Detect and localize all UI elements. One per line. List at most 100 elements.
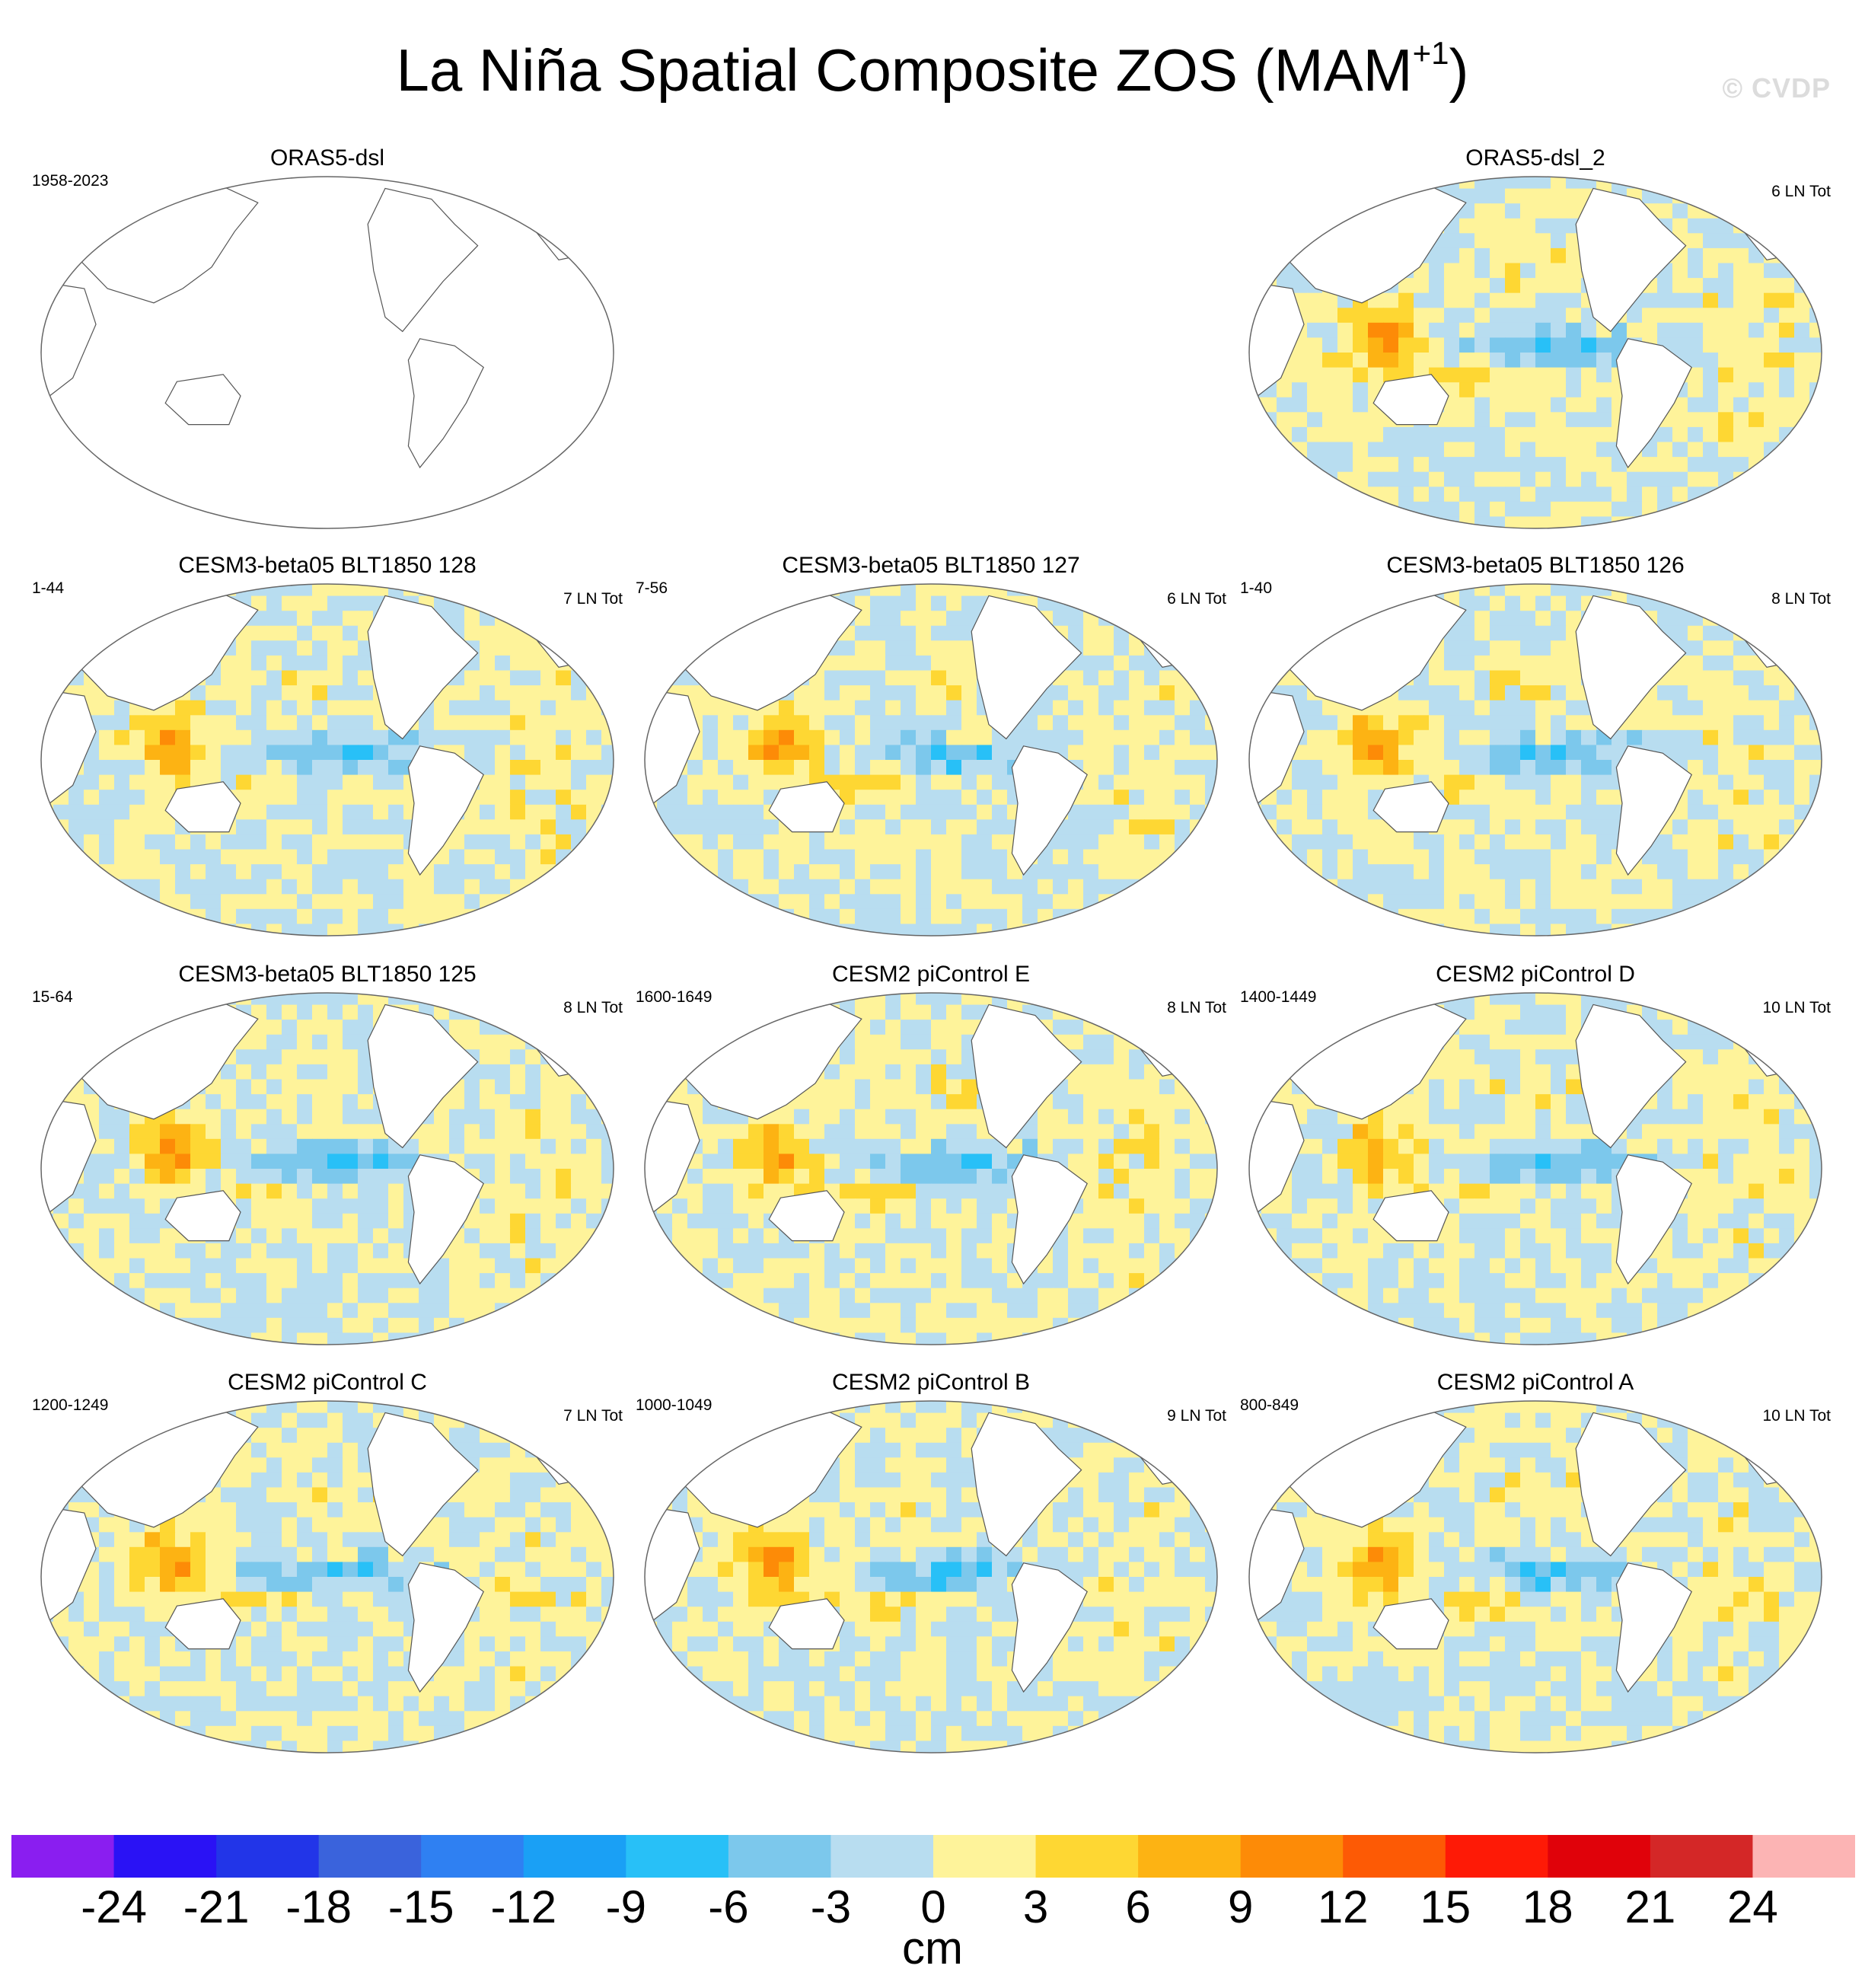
heat-cell — [961, 1109, 977, 1125]
heat-cell — [266, 670, 282, 686]
heat-cell — [1718, 819, 1734, 835]
heat-cell — [449, 584, 465, 597]
heat-cell — [1459, 278, 1475, 294]
heat-cell — [556, 924, 572, 936]
heat-cell — [129, 1288, 145, 1304]
heat-cell — [312, 1258, 328, 1274]
heat-cell — [206, 700, 222, 716]
heat-cell — [1809, 188, 1822, 204]
heat-cell — [495, 864, 511, 880]
heat-cell — [84, 1243, 100, 1259]
heat-cell — [343, 584, 359, 597]
heat-cell — [1261, 501, 1277, 517]
heat-cell — [236, 1258, 252, 1274]
heat-cell — [1083, 879, 1099, 895]
heat-cell — [480, 1303, 496, 1319]
heat-cell — [540, 834, 556, 850]
heat-cell — [343, 1109, 359, 1125]
heat-cell — [403, 1332, 419, 1345]
heat-cell — [1505, 233, 1521, 249]
heat-cell — [571, 1020, 587, 1035]
heat-cell — [1581, 790, 1597, 806]
heat-cell — [870, 745, 886, 761]
heat-cell — [525, 1258, 541, 1274]
heat-cell — [1337, 382, 1353, 398]
heat-cell — [160, 715, 176, 731]
heat-cell — [1749, 670, 1765, 686]
heat-cell — [1718, 382, 1734, 398]
heat-cell — [885, 1004, 901, 1020]
heat-cell — [464, 715, 480, 731]
heat-cell — [764, 849, 779, 865]
heat-cell — [1733, 908, 1749, 924]
heat-cell — [1703, 715, 1719, 731]
heat-cell — [1414, 501, 1430, 517]
heat-cell — [1490, 595, 1506, 611]
heat-cell — [703, 1034, 719, 1050]
heat-cell — [1083, 729, 1099, 745]
heat-cell — [510, 1004, 526, 1020]
heat-cell — [1566, 203, 1582, 219]
heat-cell — [1429, 700, 1445, 716]
heat-cell — [266, 924, 282, 936]
heat-cell — [282, 1243, 298, 1259]
heat-cell — [586, 849, 602, 865]
heat-cell — [373, 1332, 389, 1345]
heat-cell — [961, 908, 977, 924]
heat-cell — [1083, 1079, 1099, 1095]
heat-cell — [1520, 247, 1536, 264]
heat-cell — [175, 849, 191, 865]
heat-cell — [1098, 640, 1114, 656]
heat-cell — [282, 700, 298, 716]
heat-cell — [571, 760, 587, 776]
heat-cell — [672, 804, 688, 820]
heat-cell — [1068, 864, 1084, 880]
heat-cell — [1083, 1109, 1099, 1125]
heat-cell — [84, 924, 100, 936]
heat-cell — [885, 1020, 901, 1035]
heat-cell — [388, 790, 404, 806]
heat-cell — [343, 1288, 359, 1304]
heat-cell — [1490, 233, 1506, 249]
heat-cell — [266, 595, 282, 611]
heat-cell — [1414, 834, 1430, 850]
heat-cell — [1144, 804, 1160, 820]
heat-cell — [1159, 670, 1175, 686]
heat-cell — [1383, 367, 1399, 383]
heat-cell — [1535, 177, 1551, 190]
heat-cell — [327, 611, 343, 627]
heat-cell — [69, 804, 84, 820]
heat-cell — [1277, 790, 1293, 806]
heat-cell — [946, 908, 962, 924]
heat-cell — [1535, 804, 1551, 820]
continent-outline — [1575, 595, 1687, 740]
heat-cell — [1459, 670, 1475, 686]
heat-cell — [1551, 595, 1567, 611]
heat-cell — [236, 729, 252, 745]
heat-cell — [1292, 804, 1308, 820]
heat-cell — [1733, 278, 1749, 294]
heat-cell — [221, 715, 237, 731]
heat-cell — [1337, 864, 1353, 880]
heat-cell — [1672, 322, 1688, 338]
heat-cell — [601, 819, 614, 835]
heat-cell — [358, 1020, 374, 1035]
heat-cell — [525, 729, 541, 745]
heat-cell — [1292, 278, 1308, 294]
heat-cell — [1809, 924, 1822, 936]
heat-cell — [480, 745, 496, 761]
heat-cell — [221, 1094, 237, 1110]
heat-cell — [1205, 1020, 1217, 1035]
heat-cell — [1749, 879, 1765, 895]
heat-cell — [601, 1064, 614, 1080]
heat-cell — [510, 879, 526, 895]
heat-cell — [1535, 263, 1551, 279]
heat-cell — [809, 700, 825, 716]
heat-cell — [779, 760, 795, 776]
heat-cell — [388, 1183, 404, 1199]
heat-cell — [266, 774, 282, 790]
heat-cell — [1551, 924, 1567, 936]
heat-cell — [1368, 774, 1384, 790]
heat-cell — [1098, 834, 1114, 850]
heat-cell — [1566, 924, 1582, 936]
